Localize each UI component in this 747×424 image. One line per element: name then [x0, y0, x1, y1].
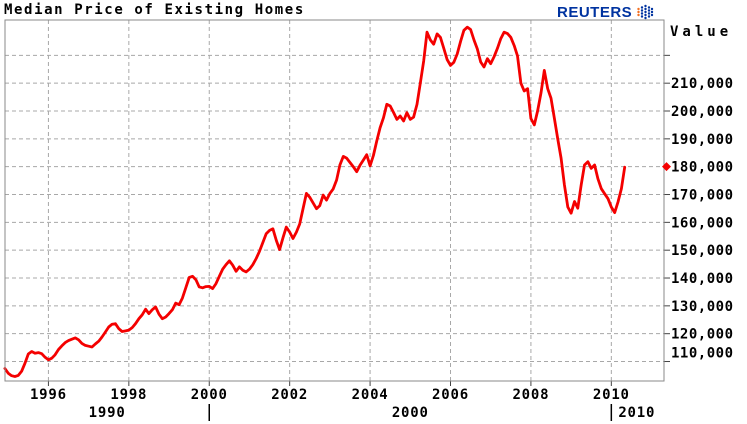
sphere-dot: [644, 10, 647, 14]
x-tick-label: 2010: [593, 387, 630, 403]
sphere-dot: [637, 13, 640, 17]
decade-label: 1990: [89, 405, 126, 421]
sphere-dot: [647, 15, 651, 18]
y-axis-title: Value: [670, 24, 733, 40]
y-tick-label: 180,000: [671, 160, 734, 176]
sphere-dot: [644, 13, 647, 17]
decade-label: 2010: [618, 405, 655, 421]
sphere-dot: [640, 12, 644, 15]
x-tick-label: 2002: [271, 387, 308, 403]
y-tick-label: 130,000: [671, 299, 734, 315]
y-tick-label: 160,000: [671, 215, 734, 231]
reuters-logo: REUTERS: [557, 3, 654, 21]
y-tick-label: 200,000: [671, 104, 734, 120]
sphere-dot: [650, 13, 654, 17]
sphere-dot: [637, 10, 640, 14]
sphere-dot: [644, 16, 647, 20]
sphere-dot: [640, 9, 644, 12]
y-tick-label: 210,000: [671, 76, 734, 92]
reuters-wordmark: REUTERS: [557, 3, 633, 21]
x-tick-label: 2006: [432, 387, 469, 403]
sphere-dot: [644, 7, 647, 11]
x-tick-label: 2008: [512, 387, 549, 403]
x-tick-label: 2004: [352, 387, 389, 403]
y-tick-label: 110,000: [671, 346, 734, 362]
sphere-dot: [644, 4, 647, 8]
plot-border: [4, 19, 665, 382]
x-tick-label: 1998: [110, 387, 147, 403]
sphere-dot: [650, 7, 654, 11]
sphere-dot: [637, 7, 640, 11]
y-tick-label: 190,000: [671, 132, 734, 148]
sphere-dot: [650, 10, 654, 14]
sphere-dot: [640, 15, 644, 18]
y-tick-label: 140,000: [671, 271, 734, 287]
last-value-diamond: [662, 162, 671, 172]
sphere-dot: [647, 6, 651, 9]
sphere-dot: [647, 9, 651, 12]
y-tick-label: 150,000: [671, 243, 734, 259]
decade-label: 2000: [392, 405, 429, 421]
price-line: [3, 25, 627, 378]
reuters-sphere-icon: [637, 4, 654, 20]
sphere-dot: [640, 6, 644, 9]
sphere-dot: [647, 12, 651, 15]
x-tick-label: 1996: [30, 387, 67, 403]
y-tick-label: 120,000: [671, 327, 734, 343]
x-tick-label: 2000: [191, 387, 228, 403]
chart-title: Median Price of Existing Homes: [4, 2, 305, 18]
y-tick-label: 170,000: [671, 188, 734, 204]
